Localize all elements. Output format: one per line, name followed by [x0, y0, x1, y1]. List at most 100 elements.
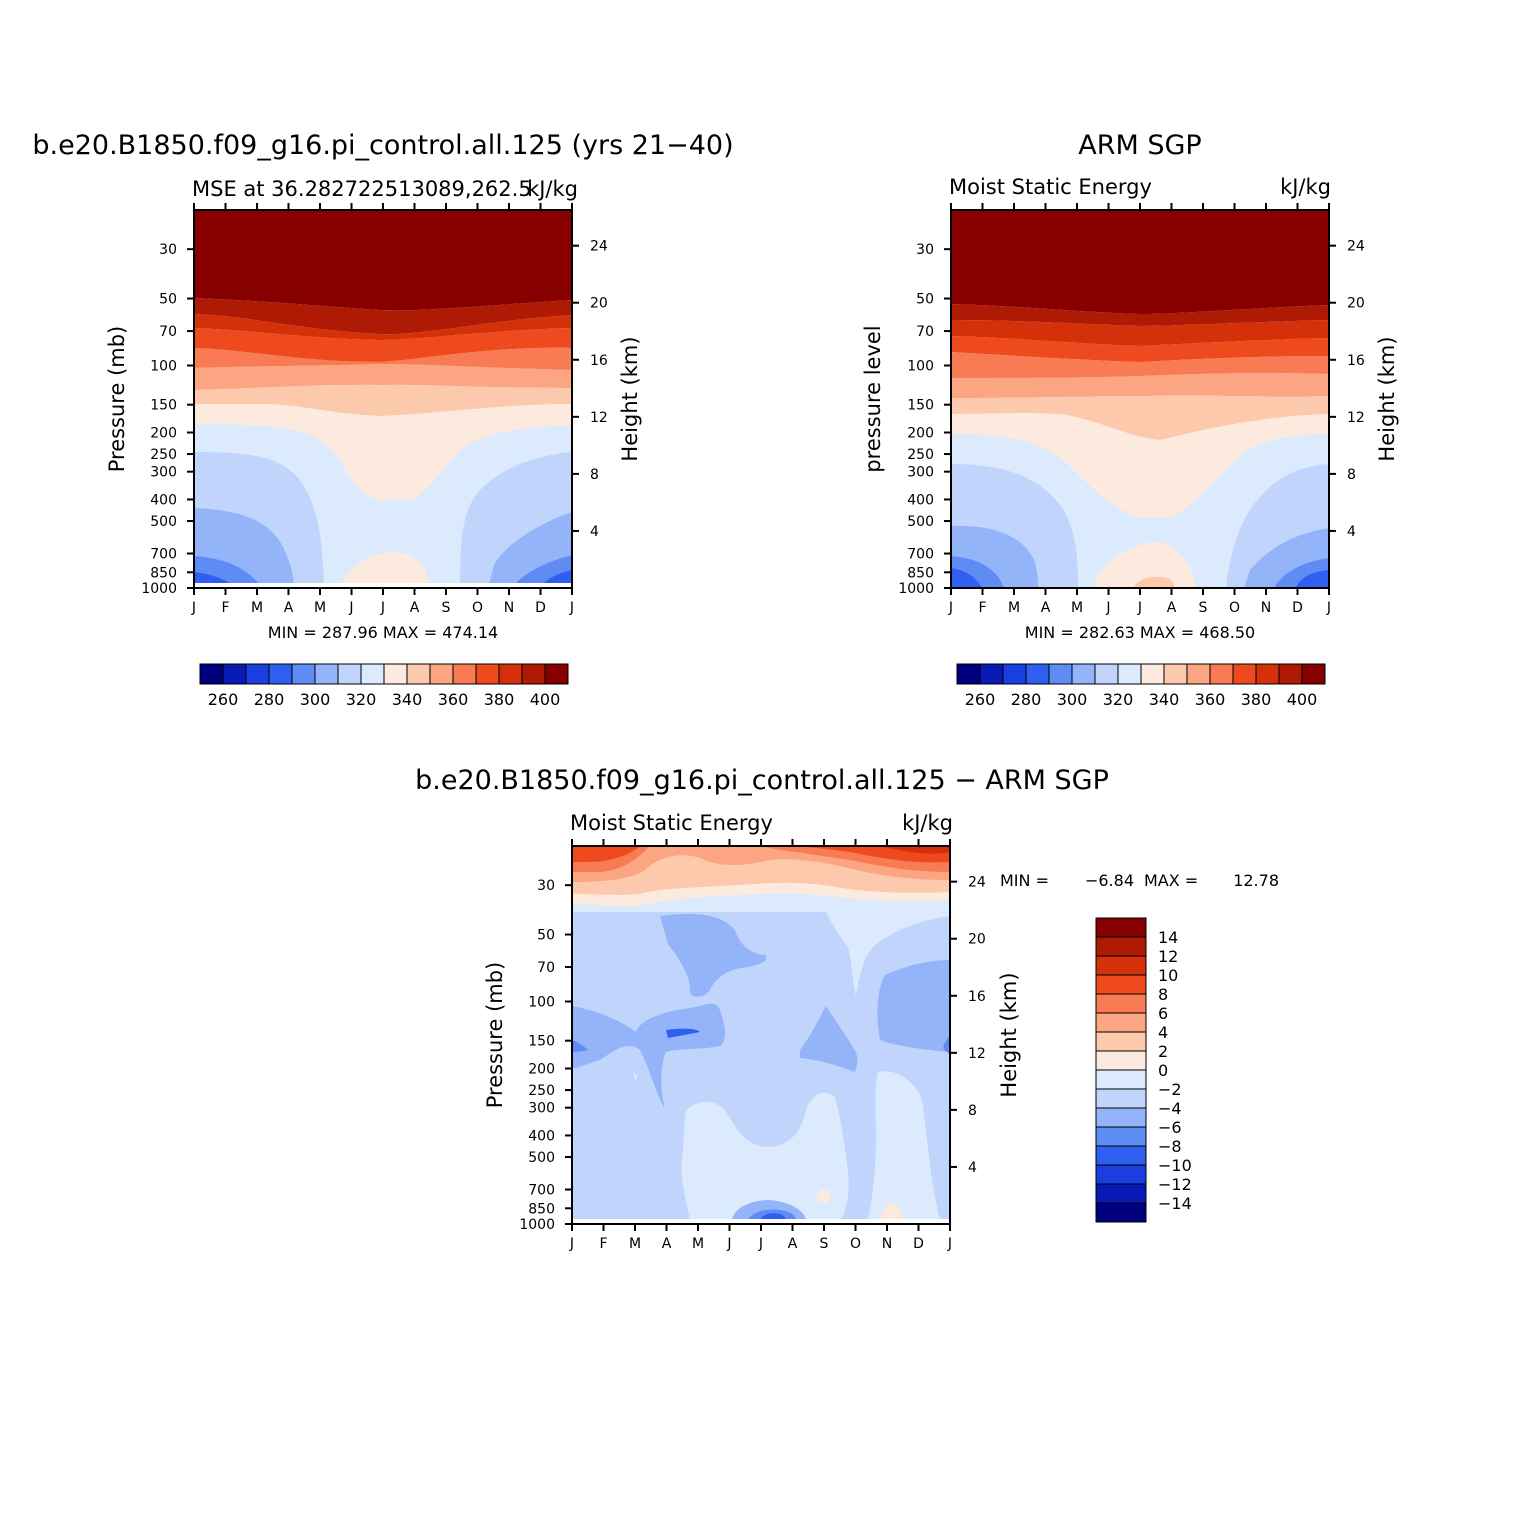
panel-diff-min-label: MIN = [1000, 871, 1049, 890]
y-tick-label: 50 [159, 292, 177, 308]
panel-model-title: b.e20.B1850.f09_g16.pi_control.all.125 (… [32, 130, 733, 161]
y-tick-label: 700 [907, 547, 934, 563]
x-tick-label: J [380, 600, 385, 616]
colorbar-box [1025, 663, 1050, 685]
contour-fill [194, 364, 572, 390]
colorbar-box [1095, 955, 1147, 976]
x-tick-label: A [662, 1236, 672, 1252]
x-tick-label: M [629, 1236, 641, 1252]
contour-fill [880, 846, 950, 854]
panel-obs-ylabel: pressure level [861, 325, 885, 472]
colorbar-label: 260 [965, 690, 996, 709]
colorbar-label: 400 [1287, 690, 1318, 709]
y-right-tick-label: 12 [968, 1046, 986, 1062]
y-tick-label: 50 [537, 928, 555, 944]
colorbar-box [1071, 663, 1096, 685]
x-tick-label: A [1041, 600, 1051, 616]
colorbar-box [1095, 1088, 1147, 1109]
x-tick-label: N [1261, 600, 1271, 616]
x-tick-label: M [314, 600, 326, 616]
x-tick-label: J [1326, 600, 1331, 616]
x-tick-label: D [535, 600, 546, 616]
y-tick-label: 400 [528, 1128, 555, 1144]
contour-fill [342, 552, 430, 588]
panel-diff-contours [572, 846, 950, 1224]
panel-model-ylabel-right: Height (km) [618, 336, 642, 461]
y-tick-label: 500 [150, 514, 177, 530]
y-tick-label: 1000 [898, 581, 934, 597]
y-tick-label: 200 [528, 1061, 555, 1077]
x-tick-label: S [442, 600, 451, 616]
y-tick-label: 100 [150, 359, 177, 375]
y-tick-label: 70 [537, 960, 555, 976]
colorbar-label: 300 [300, 690, 331, 709]
y-tick-label: 200 [907, 425, 934, 441]
y-tick-label: 100 [528, 995, 555, 1011]
panel-diff-max-label: MAX = [1144, 871, 1198, 890]
panel-obs-axes: J F M A M J J A S O N D J 30 50 70 100 150 200 250 300 400 500… [898, 203, 1365, 616]
panel-diff-max-value: 12.78 [1233, 871, 1279, 890]
colorbar-box [1209, 663, 1234, 685]
panel-model: b.e20.B1850.f09_g16.pi_control.all.125 (… [32, 130, 733, 709]
colorbar-label: 340 [392, 690, 423, 709]
y-right-tick-label: 8 [590, 467, 599, 483]
y-tick-label: 850 [150, 565, 177, 581]
x-tick-label: J [947, 1236, 952, 1252]
x-tick-label: O [472, 600, 483, 616]
x-tick-label: J [1105, 600, 1110, 616]
colorbar-label: 14 [1158, 928, 1178, 947]
colorbar-label: −6 [1158, 1118, 1182, 1137]
contour-fill [951, 395, 1329, 440]
contour-fill [572, 1040, 588, 1052]
colorbar-box [1094, 663, 1119, 685]
colorbar-label: −8 [1158, 1137, 1182, 1156]
y-tick-label: 150 [150, 398, 177, 414]
y-right-tick-label: 8 [1347, 467, 1356, 483]
colorbar-box [452, 663, 477, 685]
panel-obs-subtitle-left: Moist Static Energy [949, 175, 1152, 199]
colorbar-label: 280 [254, 690, 285, 709]
x-tick-label: J [191, 600, 196, 616]
contour-fill [194, 298, 572, 335]
y-tick-label: 850 [528, 1201, 555, 1217]
colorbar-label: 260 [208, 690, 239, 709]
contour-fill [951, 304, 1329, 326]
y-right-tick-label: 16 [1347, 353, 1365, 369]
panel-model-subtitle-left: MSE at 36.282722513089,262.5 [192, 177, 532, 201]
x-tick-label: M [1008, 600, 1020, 616]
y-tick-label: 30 [537, 878, 555, 894]
x-tick-label: J [569, 1236, 574, 1252]
panel-model-colorbar: 260 280 300 320 340 360 380 400 [199, 663, 569, 709]
contour-fill [633, 1072, 637, 1080]
contour-fill [816, 1189, 830, 1204]
colorbar-box [1095, 974, 1147, 995]
colorbar-label: 380 [484, 690, 515, 709]
x-tick-label: O [850, 1236, 861, 1252]
x-tick-label: A [1167, 600, 1177, 616]
y-right-tick-label: 12 [1347, 410, 1365, 426]
colorbar-label: 6 [1158, 1004, 1168, 1023]
y-right-tick-label: 20 [968, 932, 986, 948]
y-tick-label: 300 [907, 465, 934, 481]
colorbar-box [291, 663, 316, 685]
y-right-tick-label: 4 [1347, 524, 1356, 540]
contour-fill [194, 384, 572, 416]
y-tick-label: 500 [528, 1150, 555, 1166]
y-tick-label: 250 [150, 447, 177, 463]
colorbar-box [1095, 1069, 1147, 1090]
y-tick-label: 850 [907, 565, 934, 581]
y-tick-label: 30 [159, 242, 177, 258]
panel-model-stats: MIN = 287.96 MAX = 474.14 [268, 623, 498, 642]
contour-fill [194, 347, 572, 370]
y-tick-label: 200 [150, 425, 177, 441]
y-tick-label: 100 [907, 359, 934, 375]
y-right-tick-label: 16 [968, 989, 986, 1005]
colorbar-box [245, 663, 270, 685]
y-right-tick-label: 16 [590, 353, 608, 369]
colorbar-box [1163, 663, 1188, 685]
colorbar-box [314, 663, 339, 685]
colorbar-box [406, 663, 431, 685]
colorbar-label: 12 [1158, 947, 1178, 966]
colorbar-label: 280 [1011, 690, 1042, 709]
colorbar-box [1095, 1107, 1147, 1128]
